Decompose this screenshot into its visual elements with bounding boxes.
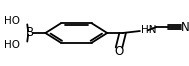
Text: O: O	[114, 45, 124, 58]
Text: B: B	[26, 27, 34, 39]
Text: HO: HO	[4, 16, 20, 26]
Text: HN: HN	[141, 25, 156, 35]
Text: N: N	[181, 21, 189, 34]
Text: HO: HO	[4, 40, 20, 50]
